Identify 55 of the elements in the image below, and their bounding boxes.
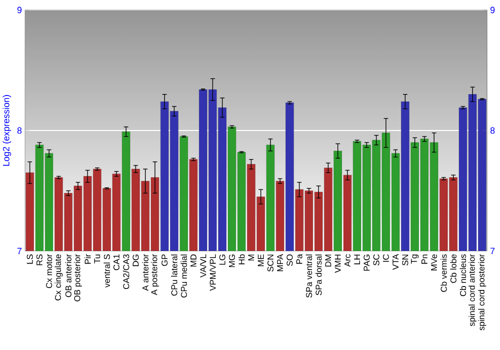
x-tick-label: LS <box>26 254 33 264</box>
x-tick-label: VA/VL <box>200 254 206 278</box>
x-tick-label: OB anterior <box>65 254 72 298</box>
x-tick-label: Cb nucleus <box>460 254 466 296</box>
x-tick-label: VMH <box>334 254 341 273</box>
x-tick-label: Hb <box>238 254 245 264</box>
x-tick-label: LG <box>219 254 226 265</box>
x-tick-label: Cx cingulate <box>54 254 63 300</box>
x-tick-label: Tu <box>94 254 100 264</box>
x-tick-label: VTA <box>392 254 398 270</box>
x-tick-label: Pa <box>296 254 302 264</box>
x-tick-label: IC <box>382 254 389 262</box>
x-tick-label: spinal cord anterior <box>468 254 477 326</box>
y-tick-label: 8 <box>17 127 22 134</box>
y-tick-label: 7 <box>17 248 22 254</box>
x-tick-label: SCN <box>267 254 274 272</box>
y-tick-label: 9 <box>17 6 22 14</box>
x-tick-label: MG <box>228 254 235 268</box>
x-tick-label: Cb vermis <box>440 254 447 292</box>
x-tick-label: DG <box>132 254 139 266</box>
x-tick-label: RS <box>36 254 42 266</box>
x-tick-label: M <box>248 254 254 260</box>
x-tick-label: VPM/VPL <box>210 254 216 291</box>
x-tick-label: SPa dorsal <box>315 254 322 296</box>
x-tick-label: Arc <box>344 254 350 267</box>
x-tick-label: Tg <box>411 254 419 264</box>
x-tick-label: MVe <box>431 254 438 270</box>
x-tick-label: Pn <box>422 254 428 264</box>
x-tick-label: SO <box>286 254 293 266</box>
x-tick-label: SPa ventral <box>306 254 312 298</box>
x-tick-label: DM <box>325 254 332 267</box>
x-tick-label: SC <box>373 254 380 266</box>
x-tick-label: CA2/CA3 <box>122 254 130 290</box>
x-tick-label: spinal cord posterior <box>478 254 486 330</box>
x-tick-label: CPu lateral <box>171 254 178 296</box>
y2-tick-label: 7 <box>490 248 495 254</box>
x-tick-label: MPA <box>277 254 283 272</box>
x-tick-label: GP <box>162 254 168 266</box>
y-axis-title: Log2 (expression) <box>2 95 12 166</box>
x-tick-label: OB posterior <box>74 254 82 302</box>
y2-tick-label: 8 <box>490 127 495 134</box>
x-tick-label: SN <box>402 254 408 266</box>
x-tick-label: A posterior <box>150 254 159 296</box>
x-tick-label: LH <box>354 254 360 264</box>
x-tick-label: MD <box>190 254 196 267</box>
x-tick-label: ventral S <box>104 254 110 288</box>
x-tick-label: Cb lobe <box>450 254 456 283</box>
x-tick-label: CPu medial <box>180 254 187 298</box>
y2-tick-label: 9 <box>490 6 495 14</box>
x-tick-label: CA1 <box>113 254 120 270</box>
x-tick-label: ME <box>258 254 264 266</box>
x-tick-label: PAG <box>364 254 370 271</box>
x-tick-label: Cx motor <box>46 254 52 288</box>
x-tick-label: Pir <box>84 254 91 264</box>
x-tick-label: A anterior <box>142 254 148 291</box>
